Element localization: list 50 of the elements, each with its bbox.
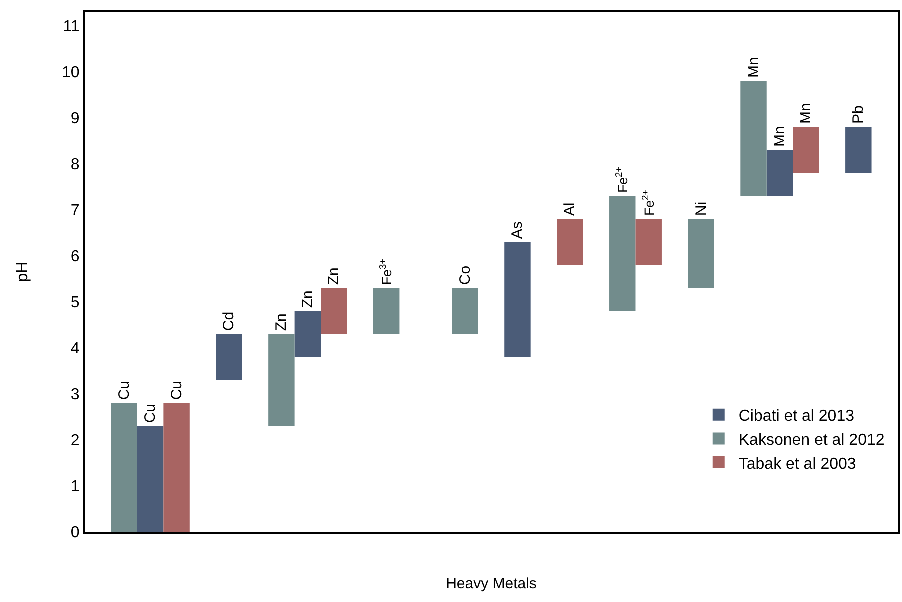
- bar: [766, 150, 794, 196]
- data-label: Al: [562, 202, 579, 216]
- bar: [504, 242, 531, 358]
- legend-label: Tabak et al 2003: [738, 456, 856, 473]
- bar: [452, 288, 478, 334]
- y-axis-title: pH: [14, 262, 32, 282]
- y-tick-label: 8: [70, 156, 80, 174]
- data-label: Mn: [745, 57, 762, 78]
- bar: [688, 219, 714, 288]
- bar: [557, 219, 584, 266]
- bar: [793, 127, 820, 174]
- legend-label: Kaksonen et al 2012: [738, 432, 885, 449]
- data-label: Mn: [798, 103, 815, 124]
- y-tick-label: 4: [70, 340, 80, 358]
- data-label: As: [509, 222, 526, 240]
- y-tick-label: 0: [70, 524, 80, 542]
- y-tick-label: 5: [70, 294, 80, 312]
- bar: [321, 288, 348, 334]
- bar: [846, 127, 872, 174]
- bar: [610, 196, 636, 312]
- y-tick-label: 1: [70, 478, 80, 496]
- data-label: Cu: [116, 380, 133, 400]
- bar: [373, 288, 400, 334]
- data-label: Cu: [142, 404, 160, 424]
- y-tick-label: 11: [63, 18, 80, 36]
- data-label: Ni: [692, 202, 710, 216]
- y-tick-label: 2: [70, 432, 80, 450]
- bar: [294, 311, 322, 358]
- bar: [164, 403, 190, 532]
- bar: [216, 334, 242, 380]
- data-label: Zn: [326, 268, 343, 286]
- bar: [636, 219, 662, 266]
- y-tick-label: 7: [70, 202, 80, 220]
- data-label: Cd: [220, 312, 238, 332]
- y-tick-label: 9: [70, 110, 80, 128]
- bar: [268, 334, 295, 426]
- data-label: Zn: [299, 290, 316, 308]
- y-tick-label: 10: [62, 64, 80, 82]
- legend-label: Cibati et al 2013: [738, 408, 855, 426]
- data-label: Mn: [771, 126, 788, 148]
- y-tick-label: 6: [70, 248, 80, 266]
- data-label: Co: [456, 266, 474, 286]
- data-label: Pb: [850, 106, 868, 124]
- bar: [137, 426, 164, 532]
- bar: [740, 81, 767, 196]
- data-label: Zn: [273, 314, 290, 332]
- bar: [111, 403, 138, 532]
- y-tick-label: 3: [70, 386, 80, 404]
- data-label: Cu: [168, 380, 186, 400]
- x-axis-title: Heavy Metals: [446, 576, 537, 592]
